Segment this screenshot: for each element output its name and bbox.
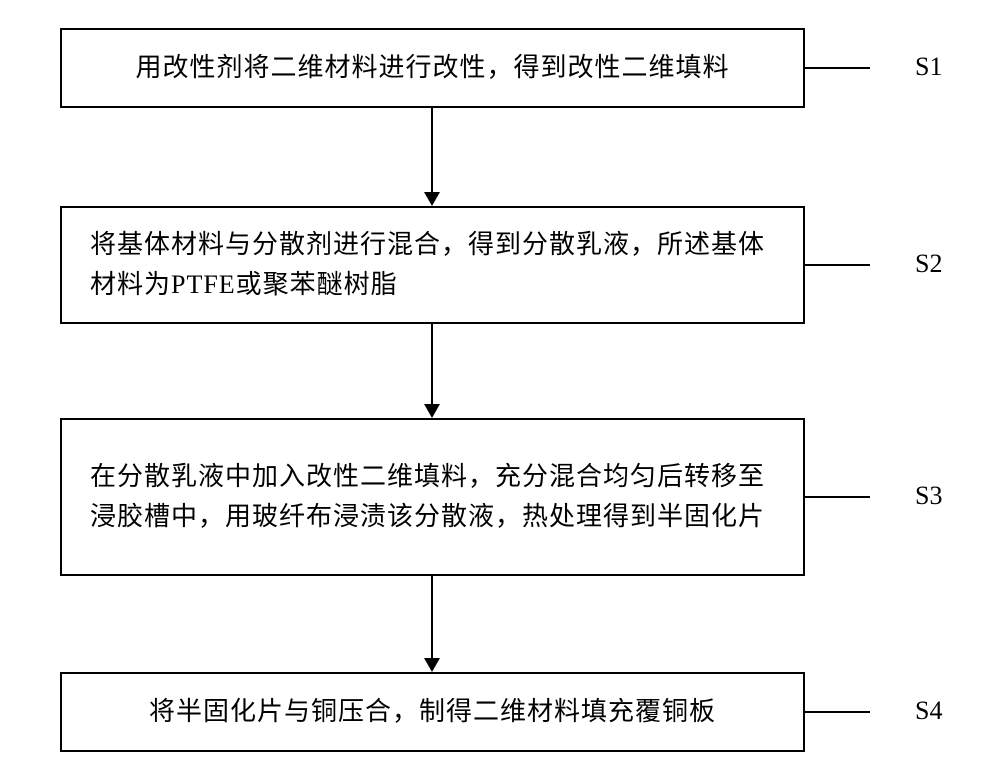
- flow-step-s1: 用改性剂将二维材料进行改性，得到改性二维填料: [60, 28, 805, 108]
- flow-step-text: 在分散乳液中加入改性二维填料，充分混合均匀后转移至浸胶槽中，用玻纤布浸渍该分散液…: [90, 457, 775, 538]
- flow-step-text: 将半固化片与铜压合，制得二维材料填充覆铜板: [90, 692, 775, 732]
- arrow-line: [431, 324, 433, 404]
- arrow-line: [431, 576, 433, 658]
- label-connector: [805, 67, 870, 69]
- flow-step-text: 用改性剂将二维材料进行改性，得到改性二维填料: [90, 48, 775, 88]
- flow-step-text: 将基体材料与分散剂进行混合，得到分散乳液，所述基体材料为PTFE或聚苯醚树脂: [90, 225, 775, 306]
- flow-step-label-s1: S1: [915, 52, 942, 82]
- flow-step-s4: 将半固化片与铜压合，制得二维材料填充覆铜板: [60, 672, 805, 752]
- arrow-head-icon: [424, 658, 440, 672]
- label-connector: [805, 264, 870, 266]
- label-connector: [805, 496, 870, 498]
- arrow-head-icon: [424, 404, 440, 418]
- flow-step-label-s2: S2: [915, 249, 942, 279]
- flow-step-label-s4: S4: [915, 696, 942, 726]
- label-connector: [805, 711, 870, 713]
- arrow-head-icon: [424, 192, 440, 206]
- flow-step-s2: 将基体材料与分散剂进行混合，得到分散乳液，所述基体材料为PTFE或聚苯醚树脂: [60, 206, 805, 324]
- arrow-line: [431, 108, 433, 192]
- flow-step-s3: 在分散乳液中加入改性二维填料，充分混合均匀后转移至浸胶槽中，用玻纤布浸渍该分散液…: [60, 418, 805, 576]
- flowchart-canvas: 用改性剂将二维材料进行改性，得到改性二维填料 S1 将基体材料与分散剂进行混合，得到…: [0, 0, 1000, 778]
- flow-step-label-s3: S3: [915, 481, 942, 511]
